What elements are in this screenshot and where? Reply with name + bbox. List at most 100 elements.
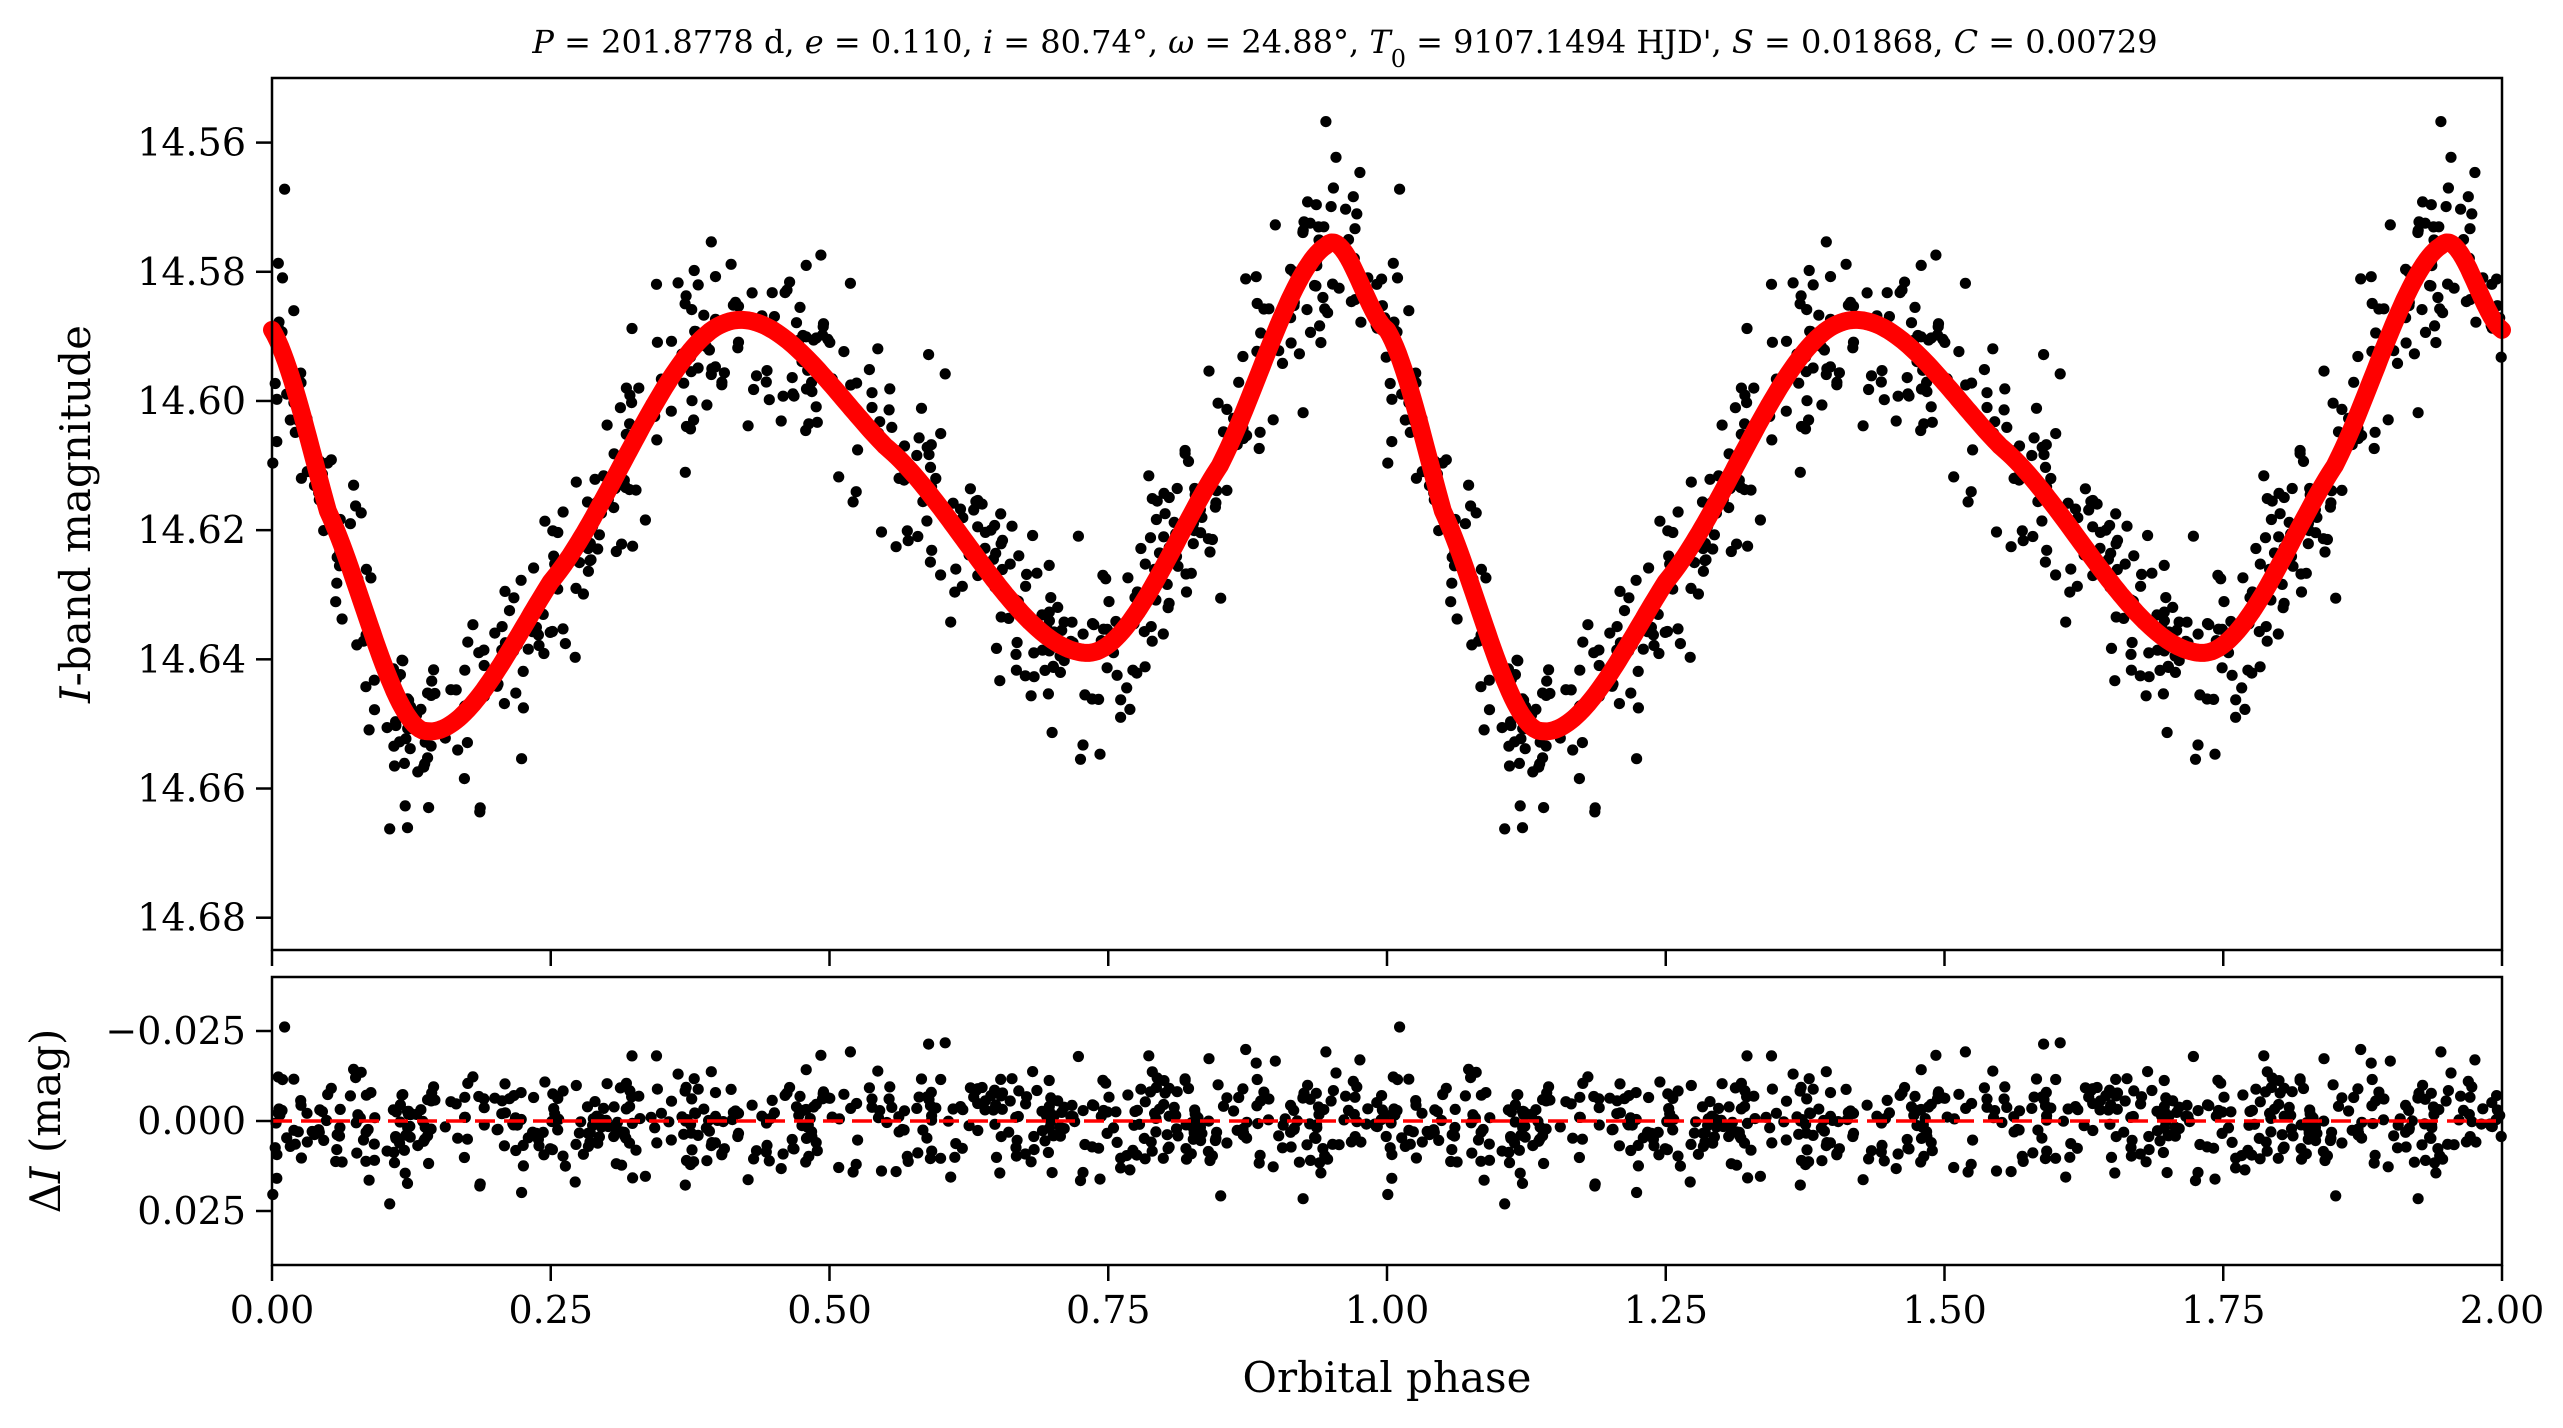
- data-point: [276, 272, 289, 284]
- residual-point: [1221, 1137, 1233, 1149]
- data-point: [866, 387, 878, 399]
- data-point: [1708, 529, 1720, 541]
- data-point: [1146, 635, 1158, 647]
- residual-point: [627, 1172, 639, 1184]
- residual-point: [1273, 1130, 1285, 1142]
- residual-point: [995, 1090, 1007, 1102]
- data-point: [1079, 689, 1091, 701]
- data-point: [1795, 290, 1807, 302]
- data-point: [815, 249, 827, 261]
- residual-point: [650, 1050, 663, 1062]
- residual-point: [1573, 1151, 1585, 1164]
- data-point: [2054, 368, 2066, 380]
- data-point: [692, 279, 704, 291]
- residual-point: [388, 1157, 401, 1169]
- top-panel-frame: [270, 76, 2504, 952]
- data-point: [1748, 382, 1760, 394]
- residual-point: [1072, 1050, 1084, 1063]
- x-tick-label: 2.00: [2460, 1288, 2545, 1332]
- data-point: [923, 349, 935, 361]
- residual-point: [452, 1132, 464, 1144]
- data-point: [678, 377, 690, 389]
- residual-point: [1333, 1139, 1345, 1151]
- residual-point: [1056, 1106, 1068, 1118]
- data-point: [626, 397, 638, 409]
- data-point: [2187, 530, 2199, 542]
- residual-point: [516, 1186, 528, 1199]
- residual-point: [1625, 1144, 1637, 1157]
- residual-point: [698, 1103, 710, 1115]
- residual-point: [2250, 1083, 2262, 1095]
- residual-point: [2317, 1145, 2329, 1158]
- data-point: [1144, 532, 1157, 544]
- title-part: = 9107.1494 HJD',: [1406, 23, 1732, 61]
- data-point: [1094, 748, 1106, 760]
- residual-point: [1269, 1055, 1281, 1067]
- data-point: [2442, 182, 2454, 194]
- residual-point: [459, 1091, 471, 1103]
- residual-point: [1567, 1132, 1579, 1144]
- data-point: [388, 740, 400, 752]
- residual-point: [912, 1147, 924, 1159]
- residual-point: [1840, 1083, 1852, 1095]
- residual-point: [1918, 1150, 1930, 1162]
- residual-point: [467, 1071, 479, 1083]
- data-point: [538, 647, 550, 660]
- residual-point: [2377, 1114, 2390, 1126]
- data-point: [400, 733, 412, 745]
- residual-point: [2236, 1150, 2248, 1162]
- data-point: [1143, 470, 1155, 482]
- y-tick-label: 14.60: [137, 379, 246, 423]
- residual-point: [2330, 1190, 2342, 1202]
- residual-point: [2303, 1127, 2315, 1139]
- data-point: [1240, 273, 1252, 285]
- residual-point: [1516, 1177, 1529, 1189]
- residual-point: [1967, 1134, 1979, 1146]
- data-point: [1124, 703, 1136, 716]
- residual-point: [972, 1083, 984, 1095]
- data-point: [1463, 479, 1475, 491]
- residual-point: [1795, 1115, 1807, 1127]
- data-point: [2384, 219, 2396, 231]
- residual-point: [1143, 1050, 1155, 1062]
- residual-point: [1347, 1075, 1359, 1087]
- data-point: [725, 258, 737, 270]
- residual-point: [1251, 1073, 1263, 1086]
- residual-point: [2087, 1083, 2099, 1095]
- residual-point: [1821, 1137, 1833, 1149]
- data-point: [1930, 249, 1942, 261]
- residual-point: [1380, 1130, 1392, 1143]
- residual-point: [2189, 1175, 2202, 1187]
- y-label-prefix: Δ: [21, 1183, 70, 1213]
- residual-point: [2041, 1145, 2053, 1157]
- residual-point: [1857, 1174, 1869, 1186]
- residual-point: [1003, 1126, 1015, 1138]
- data-point: [2213, 623, 2225, 635]
- data-point: [1010, 664, 1023, 676]
- residual-point: [1716, 1078, 1728, 1090]
- data-point: [552, 526, 564, 539]
- residual-point: [1161, 1129, 1173, 1141]
- residual-point: [665, 1095, 678, 1107]
- residual-point: [1948, 1161, 1960, 1174]
- residual-point: [2287, 1130, 2299, 1142]
- residual-point: [473, 1090, 485, 1103]
- data-point: [1138, 626, 1150, 638]
- data-point: [866, 401, 878, 414]
- residual-point: [2126, 1134, 2138, 1146]
- data-point: [401, 822, 414, 834]
- data-point: [781, 284, 793, 296]
- residual-point: [1394, 1021, 1406, 1033]
- y-tick-label: 14.66: [137, 767, 246, 811]
- residual-point: [2268, 1103, 2281, 1115]
- residual-point: [2261, 1145, 2273, 1157]
- data-point: [2286, 482, 2298, 495]
- data-point: [817, 321, 829, 333]
- y-tick-label: 0.025: [137, 1189, 246, 1233]
- data-point: [2201, 618, 2214, 630]
- residual-point: [2143, 1144, 2155, 1156]
- residual-point: [528, 1091, 540, 1104]
- data-point: [1589, 806, 1601, 818]
- residual-point: [1589, 1180, 1601, 1192]
- residual-point: [1349, 1091, 1361, 1103]
